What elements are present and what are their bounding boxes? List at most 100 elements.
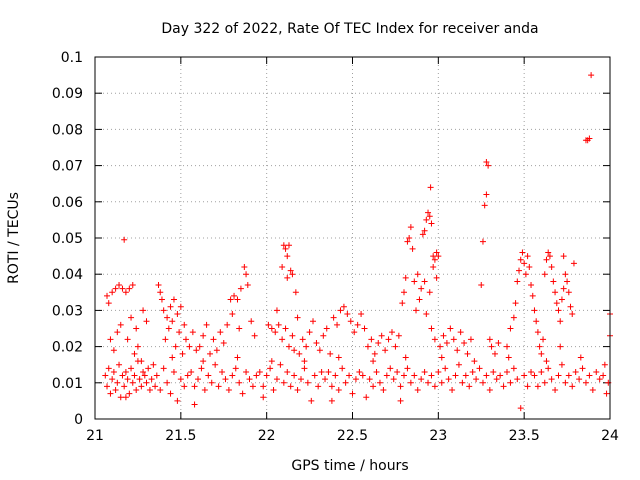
data-point: [110, 347, 117, 354]
data-point: [479, 238, 486, 245]
y-axis-label: ROTI / TECUs: [6, 192, 22, 284]
y-tick-label: 0.06: [52, 195, 83, 211]
data-point: [524, 383, 531, 390]
data-point: [399, 300, 406, 307]
data-point: [212, 361, 219, 368]
data-point: [143, 318, 150, 325]
data-point: [366, 376, 373, 383]
data-point: [354, 321, 361, 328]
data-point: [390, 376, 397, 383]
data-point: [450, 336, 457, 343]
data-point: [428, 325, 435, 332]
data-point: [603, 390, 610, 397]
data-point: [380, 387, 387, 394]
data-point: [565, 289, 572, 296]
data-point: [134, 343, 141, 350]
data-point: [438, 354, 445, 361]
data-point: [558, 361, 565, 368]
y-tick-label: 0.08: [52, 122, 83, 138]
data-point: [435, 368, 442, 375]
x-tick-label: 23: [429, 428, 447, 444]
data-point: [504, 368, 510, 375]
data-point: [191, 401, 198, 408]
data-point: [541, 379, 548, 386]
data-point: [186, 343, 193, 350]
data-point: [280, 242, 287, 249]
data-point: [191, 383, 198, 390]
data-point: [122, 368, 129, 375]
data-point: [131, 350, 138, 357]
data-point: [344, 311, 351, 318]
data-point: [385, 336, 392, 343]
data-point: [289, 332, 296, 339]
data-point: [540, 336, 547, 343]
data-point: [483, 372, 490, 379]
data-point: [356, 368, 363, 375]
data-point: [443, 339, 450, 346]
data-point: [442, 365, 449, 372]
y-tick-label: 0: [74, 412, 83, 428]
data-point: [141, 372, 148, 379]
plot-frame: [94, 56, 611, 420]
data-point: [157, 289, 164, 296]
data-point: [138, 383, 145, 390]
data-point: [469, 368, 476, 375]
data-point: [419, 231, 426, 238]
data-point: [512, 300, 519, 307]
data-point: [117, 321, 124, 328]
data-point: [546, 253, 553, 260]
data-point: [227, 296, 234, 303]
data-point: [308, 397, 315, 404]
data-point: [287, 267, 294, 274]
data-point: [133, 325, 140, 332]
data-point: [526, 263, 533, 270]
data-point: [548, 263, 555, 270]
y-tick-labels: 0 0.01 0.02 0.03 0.04 0.05 0.06 0.07 0.08 0.09 0.1: [52, 50, 83, 428]
data-point: [517, 256, 524, 263]
data-point: [234, 354, 241, 361]
data-point: [129, 379, 136, 386]
data-point: [330, 314, 337, 321]
data-point: [162, 336, 169, 343]
y-tick-label: 0.03: [52, 303, 83, 319]
data-point: [483, 158, 490, 165]
data-point: [349, 390, 356, 397]
data-point: [582, 379, 589, 386]
data-point: [145, 365, 152, 372]
data-point: [225, 387, 232, 394]
data-point: [550, 278, 557, 285]
data-point: [454, 347, 461, 354]
data-point: [529, 292, 536, 299]
data-point: [401, 372, 407, 379]
x-tick-label: 24: [601, 428, 619, 444]
data-point: [268, 325, 275, 332]
data-point: [303, 343, 310, 350]
data-point: [122, 394, 129, 401]
data-point: [152, 383, 159, 390]
data-point: [193, 347, 200, 354]
data-point: [306, 329, 313, 336]
data-point: [299, 336, 306, 343]
data-point: [282, 245, 289, 252]
data-point: [265, 321, 272, 328]
data-point: [196, 343, 203, 350]
data-point: [304, 379, 311, 386]
data-point: [567, 303, 574, 310]
data-point: [109, 289, 116, 296]
data-point: [478, 282, 485, 289]
data-point: [146, 387, 153, 394]
data-point: [413, 307, 420, 314]
data-point: [536, 343, 543, 350]
data-point: [364, 343, 371, 350]
data-point: [560, 253, 567, 260]
data-point: [301, 365, 308, 372]
data-point: [232, 365, 239, 372]
data-point: [467, 336, 474, 343]
data-point: [167, 390, 174, 397]
data-point: [534, 383, 541, 390]
data-point: [388, 329, 395, 336]
data-point: [167, 303, 174, 310]
data-point: [552, 387, 559, 394]
data-point: [337, 307, 344, 314]
data-point: [593, 368, 600, 375]
